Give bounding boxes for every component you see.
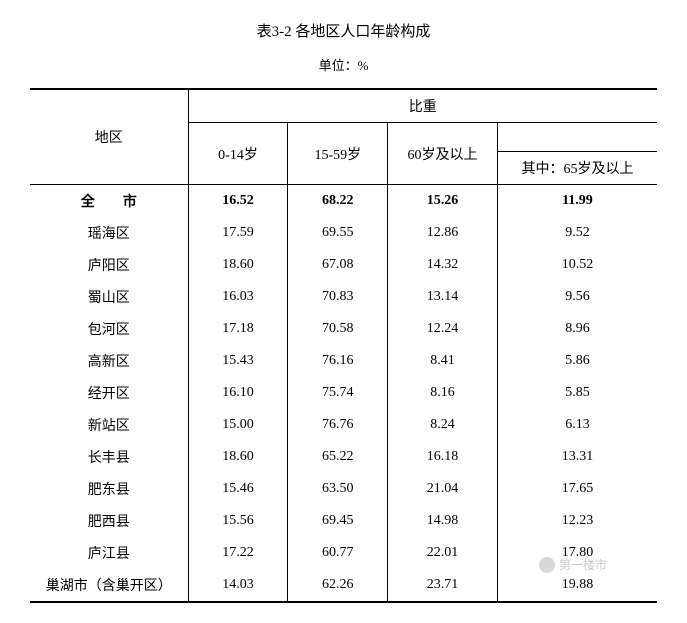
cell-value: 17.65 — [497, 473, 657, 505]
cell-value: 63.50 — [288, 473, 388, 505]
cell-region: 瑶海区 — [30, 217, 188, 249]
cell-value: 13.14 — [388, 281, 498, 313]
cell-value: 5.86 — [497, 345, 657, 377]
wechat-icon — [539, 557, 555, 573]
cell-region: 全 市 — [30, 185, 188, 218]
table-row: 全 市16.5268.2215.2611.99 — [30, 185, 657, 218]
table-row: 长丰县18.6065.2216.1813.31 — [30, 441, 657, 473]
cell-region: 肥西县 — [30, 505, 188, 537]
header-group: 比重 — [188, 89, 657, 123]
cell-region: 庐阳区 — [30, 249, 188, 281]
cell-value: 16.52 — [188, 185, 288, 218]
cell-value: 18.60 — [188, 441, 288, 473]
cell-value: 17.18 — [188, 313, 288, 345]
cell-value: 9.52 — [497, 217, 657, 249]
cell-value: 15.00 — [188, 409, 288, 441]
cell-region: 肥东县 — [30, 473, 188, 505]
cell-value: 70.58 — [288, 313, 388, 345]
cell-value: 69.45 — [288, 505, 388, 537]
table-row: 肥西县15.5669.4514.9812.23 — [30, 505, 657, 537]
cell-value: 13.31 — [497, 441, 657, 473]
cell-value: 16.10 — [188, 377, 288, 409]
table-row: 经开区16.1075.748.165.85 — [30, 377, 657, 409]
cell-value: 15.26 — [388, 185, 498, 218]
cell-value: 8.24 — [388, 409, 498, 441]
cell-value: 62.26 — [288, 569, 388, 602]
cell-value: 5.85 — [497, 377, 657, 409]
header-region: 地区 — [30, 89, 188, 185]
cell-value: 8.96 — [497, 313, 657, 345]
header-c1: 0-14岁 — [188, 123, 288, 185]
cell-value: 9.56 — [497, 281, 657, 313]
table-row: 肥东县15.4663.5021.0417.65 — [30, 473, 657, 505]
age-composition-table: 地区 比重 0-14岁 15-59岁 60岁及以上 其中：65岁及以上 全 市1… — [30, 88, 657, 603]
cell-value: 65.22 — [288, 441, 388, 473]
cell-region: 巢湖市（含巢开区） — [30, 569, 188, 602]
table-row: 瑶海区17.5969.5512.869.52 — [30, 217, 657, 249]
header-c4: 其中：65岁及以上 — [497, 152, 657, 185]
cell-region: 高新区 — [30, 345, 188, 377]
cell-value: 14.98 — [388, 505, 498, 537]
cell-region: 新站区 — [30, 409, 188, 441]
cell-value: 16.18 — [388, 441, 498, 473]
cell-value: 10.52 — [497, 249, 657, 281]
table-row: 高新区15.4376.168.415.86 — [30, 345, 657, 377]
cell-value: 68.22 — [288, 185, 388, 218]
cell-value: 15.46 — [188, 473, 288, 505]
watermark-text: 第一楼市 — [559, 556, 607, 573]
cell-value: 70.83 — [288, 281, 388, 313]
cell-value: 15.43 — [188, 345, 288, 377]
table-row: 巢湖市（含巢开区）14.0362.2623.7119.88 — [30, 569, 657, 602]
cell-region: 蜀山区 — [30, 281, 188, 313]
cell-region: 经开区 — [30, 377, 188, 409]
cell-value: 14.03 — [188, 569, 288, 602]
cell-value: 76.16 — [288, 345, 388, 377]
table-row: 新站区15.0076.768.246.13 — [30, 409, 657, 441]
cell-value: 22.01 — [388, 537, 498, 569]
cell-value: 12.23 — [497, 505, 657, 537]
cell-value: 16.03 — [188, 281, 288, 313]
cell-value: 75.74 — [288, 377, 388, 409]
cell-value: 14.32 — [388, 249, 498, 281]
header-c4-spacer — [497, 123, 657, 152]
header-c3: 60岁及以上 — [388, 123, 498, 185]
cell-value: 15.56 — [188, 505, 288, 537]
cell-value: 17.59 — [188, 217, 288, 249]
cell-value: 12.86 — [388, 217, 498, 249]
cell-value: 8.41 — [388, 345, 498, 377]
cell-value: 12.24 — [388, 313, 498, 345]
header-c2: 15-59岁 — [288, 123, 388, 185]
table-row: 包河区17.1870.5812.248.96 — [30, 313, 657, 345]
cell-value: 6.13 — [497, 409, 657, 441]
cell-region: 长丰县 — [30, 441, 188, 473]
table-row: 庐阳区18.6067.0814.3210.52 — [30, 249, 657, 281]
cell-value: 17.22 — [188, 537, 288, 569]
cell-value: 60.77 — [288, 537, 388, 569]
watermark: 第一楼市 — [539, 556, 607, 573]
cell-value: 67.08 — [288, 249, 388, 281]
table-title: 表3-2 各地区人口年龄构成 — [30, 20, 657, 41]
cell-region: 包河区 — [30, 313, 188, 345]
cell-value: 11.99 — [497, 185, 657, 218]
table-row: 蜀山区16.0370.8313.149.56 — [30, 281, 657, 313]
cell-value: 69.55 — [288, 217, 388, 249]
cell-value: 19.88 — [497, 569, 657, 602]
cell-value: 76.76 — [288, 409, 388, 441]
cell-value: 18.60 — [188, 249, 288, 281]
cell-region: 庐江县 — [30, 537, 188, 569]
cell-value: 23.71 — [388, 569, 498, 602]
cell-value: 8.16 — [388, 377, 498, 409]
table-unit: 单位：% — [30, 55, 657, 74]
cell-value: 21.04 — [388, 473, 498, 505]
